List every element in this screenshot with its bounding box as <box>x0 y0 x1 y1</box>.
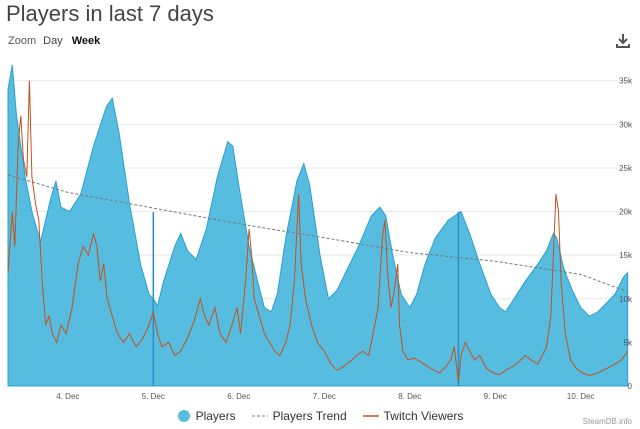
zoom-label: Zoom <box>8 35 37 47</box>
legend-item-players[interactable]: Players <box>177 409 236 423</box>
x-tick-label: 6. Dec <box>227 392 250 401</box>
players-area-path <box>7 64 629 387</box>
x-tick-label: 8. Dec <box>398 392 421 401</box>
zoom-controls: Zoom Day Week <box>8 34 102 48</box>
annotation-lines <box>152 212 460 386</box>
players-trend-path <box>7 174 628 293</box>
players-trend-line <box>7 174 628 293</box>
y-tick-label: 10k <box>619 295 633 304</box>
y-tick-label: 0 <box>628 382 633 391</box>
y-tick-label: 25k <box>619 164 633 173</box>
x-axis-ticks: 4. Dec 5. Dec 6. Dec 7. Dec 8. Dec 9. Dec 10. … <box>56 392 594 401</box>
x-tick-label: 4. Dec <box>56 392 79 401</box>
twitch-viewers-path <box>7 80 629 382</box>
page-title: Players in last 7 days <box>6 1 214 26</box>
players-area <box>7 64 629 387</box>
x-tick-label: 10. Dec <box>567 392 595 401</box>
twitch-viewers-line <box>7 80 629 382</box>
legend-label-players: Players <box>195 409 236 423</box>
y-tick-label: 15k <box>619 251 633 260</box>
y-tick-label: 30k <box>619 120 633 129</box>
legend-item-twitch-viewers[interactable]: Twitch Viewers <box>362 409 464 423</box>
watermark: SteamDB.info <box>582 417 632 426</box>
legend-label-twitch-viewers: Twitch Viewers <box>383 409 464 423</box>
legend-marker-players <box>177 410 190 422</box>
x-tick-label: 5. Dec <box>142 392 165 401</box>
legend-item-players-trend[interactable]: Players Trend <box>251 409 347 423</box>
legend-marker-players-trend <box>251 415 268 417</box>
legend-marker-twitch-viewers <box>362 415 379 417</box>
x-tick-label: 7. Dec <box>313 392 336 401</box>
y-tick-label: 20k <box>619 208 633 217</box>
legend-label-players-trend: Players Trend <box>272 409 347 423</box>
zoom-week-button[interactable]: Week <box>71 35 101 47</box>
y-tick-label: 35k <box>619 77 633 86</box>
y-tick-label: 5k <box>624 338 633 347</box>
zoom-day-button[interactable]: Day <box>43 35 63 47</box>
y-axis-ticks: 0 5k 10k 15k 20k 25k 30k 35k <box>619 77 633 391</box>
legend: Players Players Trend Twitch Viewers <box>0 409 640 423</box>
download-icon[interactable] <box>614 32 632 50</box>
x-tick-label: 9. Dec <box>484 392 507 401</box>
